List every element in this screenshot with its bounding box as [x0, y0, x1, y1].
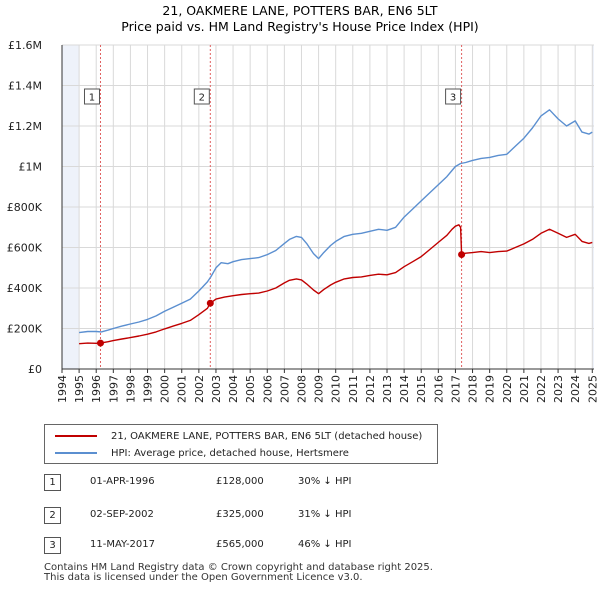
x-tick-label: 2016 [432, 375, 445, 403]
x-tick-label: 1994 [56, 375, 69, 403]
transaction-row: 3 11-MAY-2017 £565,000 46% ↓ HPI [44, 537, 444, 555]
x-tick-label: 2005 [244, 375, 257, 403]
transaction-flag-label: 1 [89, 93, 95, 104]
x-tick-label: 2009 [313, 375, 326, 403]
y-tick-label: £0 [28, 363, 42, 376]
property-series-line [79, 224, 593, 345]
x-tick-label: 2015 [415, 375, 428, 403]
legend-swatch-hpi [55, 452, 97, 454]
transaction-date: 01-APR-1996 [90, 476, 155, 487]
x-tick-label: 2020 [501, 375, 514, 403]
x-tick-label: 2019 [484, 375, 497, 403]
transaction-marker [96, 339, 104, 347]
legend-swatch-property [55, 435, 97, 437]
transaction-flag-label: 3 [450, 93, 456, 104]
legend: 21, OAKMERE LANE, POTTERS BAR, EN6 5LT (… [44, 424, 438, 464]
transaction-hpi-diff: 30% ↓ HPI [298, 476, 352, 487]
x-tick-label: 2025 [586, 375, 599, 403]
x-tick-label: 2000 [159, 375, 172, 403]
transaction-number: 3 [44, 537, 61, 554]
transaction-flag-label: 2 [199, 93, 205, 104]
x-tick-label: 2002 [193, 375, 206, 403]
x-tick-label: 1999 [142, 375, 155, 403]
x-tick-label: 1996 [90, 375, 103, 403]
legend-label-property: 21, OAKMERE LANE, POTTERS BAR, EN6 5LT (… [111, 430, 423, 442]
transaction-flag [193, 88, 210, 105]
x-tick-label: 2004 [227, 375, 240, 403]
y-tick-label: £600K [7, 242, 43, 255]
transaction-hpi-diff: 31% ↓ HPI [298, 509, 352, 520]
transaction-row: 1 01-APR-1996 £128,000 30% ↓ HPI [44, 474, 444, 492]
x-tick-label: 2014 [398, 375, 411, 403]
chart-title: 21, OAKMERE LANE, POTTERS BAR, EN6 5LT [162, 3, 438, 18]
transaction-marker [458, 251, 466, 259]
x-tick-label: 2022 [535, 375, 548, 403]
hpi-series-line [79, 109, 593, 334]
transaction-date: 11-MAY-2017 [90, 539, 156, 550]
footer-copyright: Contains HM Land Registry data © Crown c… [44, 562, 433, 573]
x-tick-label: 2001 [176, 375, 189, 403]
x-tick-label: 2011 [347, 375, 360, 403]
x-tick-label: 2007 [278, 375, 291, 403]
x-tick-label: 1997 [107, 375, 120, 403]
legend-item-property: 21, OAKMERE LANE, POTTERS BAR, EN6 5LT (… [55, 429, 422, 443]
transaction-date: 02-SEP-2002 [90, 509, 154, 520]
price-chart: 21, OAKMERE LANE, POTTERS BAR, EN6 5LT P… [7, 3, 600, 403]
transaction-hpi-diff: 46% ↓ HPI [298, 539, 352, 550]
legend-label-hpi: HPI: Average price, detached house, Hert… [111, 447, 349, 459]
transaction-price: £128,000 [216, 476, 264, 487]
x-tick-label: 2013 [381, 375, 394, 403]
transaction-price: £325,000 [216, 509, 264, 520]
transaction-row: 2 02-SEP-2002 £325,000 31% ↓ HPI [44, 507, 444, 525]
footer-license: This data is licensed under the Open Gov… [44, 572, 363, 583]
x-tick-label: 2023 [552, 375, 565, 403]
y-tick-label: £800K [7, 201, 43, 214]
x-tick-label: 2012 [364, 375, 377, 403]
x-tick-label: 2003 [210, 375, 223, 403]
chart-subtitle: Price paid vs. HM Land Registry's House … [121, 19, 478, 34]
transaction-number: 2 [44, 507, 61, 524]
x-tick-label: 2010 [330, 375, 343, 403]
x-tick-label: 1998 [124, 375, 137, 403]
y-tick-label: £400K [7, 282, 43, 295]
x-tick-label: 2017 [449, 375, 462, 403]
y-tick-label: £1.4M [8, 80, 42, 93]
transaction-marker [206, 299, 214, 307]
y-tick-label: £1.6M [8, 39, 42, 52]
x-tick-label: 2008 [295, 375, 308, 403]
footer: Contains HM Land Registry data © Crown c… [44, 563, 433, 583]
transaction-flag [445, 88, 462, 105]
x-tick-label: 1995 [73, 375, 86, 403]
x-tick-label: 2018 [467, 375, 480, 403]
transaction-number: 1 [44, 474, 61, 491]
y-tick-label: £1.2M [8, 120, 42, 133]
x-tick-label: 2021 [518, 375, 531, 403]
transaction-flag [83, 88, 100, 105]
x-tick-label: 2006 [261, 375, 274, 403]
x-tick-label: 2024 [569, 375, 582, 403]
y-tick-label: £200K [7, 323, 43, 336]
legend-item-hpi: HPI: Average price, detached house, Hert… [55, 446, 349, 460]
transaction-price: £565,000 [216, 539, 264, 550]
y-tick-label: £1M [19, 161, 43, 174]
